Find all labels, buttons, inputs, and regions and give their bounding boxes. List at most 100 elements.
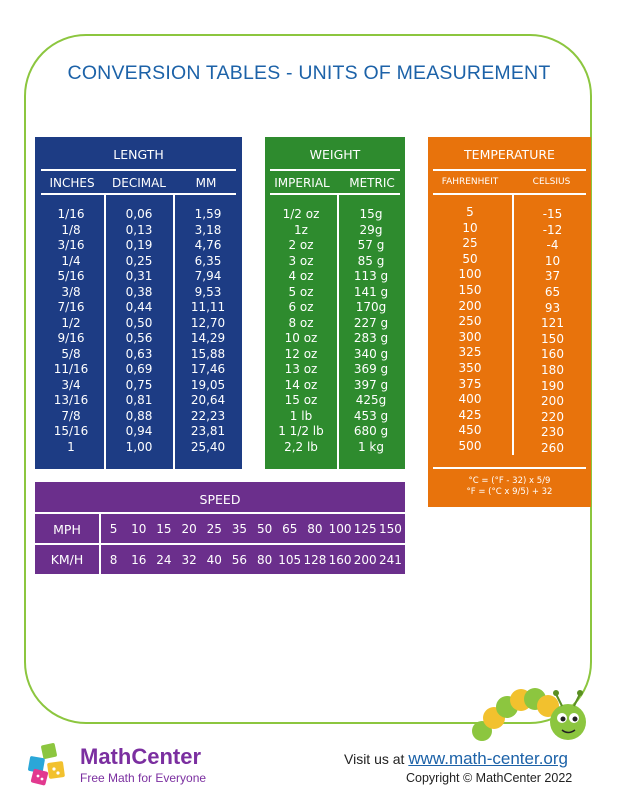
- weight-metric-cell: 113 g: [353, 269, 389, 283]
- temperature-header-fahrenheit: FAHRENHEIT: [441, 177, 499, 187]
- length-mm-cell: 6,35: [194, 253, 222, 268]
- speed-kmh-cell: 16: [131, 553, 147, 567]
- divider: [433, 467, 586, 469]
- weight-table: WEIGHT IMPERIAL METRIC 1/2 oz 1z 2 oz 3 oz 4…: [265, 137, 405, 469]
- length-mm-cell: 20,64: [190, 393, 226, 407]
- temperature-fahrenheit-column: 5 10 25 50 100 150 200 250 300 325 350 375 400 425 450…: [428, 205, 512, 455]
- weight-title: WEIGHT: [309, 147, 361, 162]
- weight-imperial-cell: 2,2 lb: [284, 439, 318, 454]
- weight-metric-cell: 425g: [355, 393, 387, 407]
- temperature-fahrenheit-cell: 350: [458, 360, 482, 375]
- divider: [433, 193, 586, 195]
- divider: [35, 512, 405, 514]
- speed-kmh-label: KM/H: [50, 552, 84, 567]
- speed-mph-cell: 150: [378, 522, 402, 536]
- length-inches-cell: 1/16: [57, 207, 85, 221]
- temperature-fahrenheit-cell: 450: [458, 423, 482, 438]
- visit-line: Visit us at www.math-center.org: [344, 749, 568, 769]
- temperature-celsius-cell: -4: [546, 238, 559, 253]
- weight-imperial-cell: 12 oz: [284, 346, 318, 361]
- weight-metric-cell: 680 g: [353, 424, 389, 438]
- length-decimal-cell: 1,00: [125, 439, 153, 454]
- length-mm-cell: 9,53: [194, 284, 222, 299]
- temperature-fahrenheit-cell: 25: [462, 236, 478, 251]
- length-inches-cell: 3/8: [61, 284, 81, 299]
- speed-kmh-cell: 80: [256, 553, 273, 567]
- weight-imperial-cell: 1/2 oz: [282, 207, 320, 221]
- speed-kmh-cell: 160: [328, 553, 352, 567]
- weight-metric-cell: 85 g: [357, 253, 385, 268]
- brand-name: MathCenter: [80, 744, 202, 769]
- length-decimal-cell: 0,69: [125, 362, 153, 376]
- temperature-celsius-cell: 180: [541, 362, 564, 377]
- weight-imperial-cell: 5 oz: [288, 284, 314, 299]
- temperature-fahrenheit-cell: 250: [458, 314, 482, 329]
- temperature-fahrenheit-cell: 375: [458, 376, 482, 391]
- temperature-celsius-cell: 220: [541, 409, 564, 424]
- length-mm-cell: 17,46: [190, 362, 226, 376]
- temperature-celsius-cell: 160: [541, 347, 564, 362]
- weight-imperial-cell: 10 oz: [284, 331, 318, 345]
- length-mm-cell: 14,29: [190, 331, 226, 345]
- speed-kmh-cell: 128: [303, 553, 327, 567]
- length-mm-cell: 7,94: [194, 269, 222, 283]
- length-decimal-cell: 0,50: [125, 315, 153, 330]
- temperature-celsius-cell: 37: [544, 269, 561, 284]
- speed-mph-cell: 35: [231, 522, 248, 536]
- weight-imperial-cell: 6 oz: [288, 300, 314, 314]
- length-decimal-cell: 0,31: [125, 269, 153, 283]
- speed-mph-cell: 50: [256, 522, 273, 536]
- length-mm-cell: 25,40: [190, 439, 226, 454]
- length-mm-cell: 12,70: [190, 315, 226, 330]
- length-decimal-cell: 0,56: [125, 331, 153, 345]
- temperature-celsius-cell: 260: [541, 440, 564, 455]
- mathcenter-logo-icon: [28, 743, 65, 786]
- temperature-celsius-cell: 65: [544, 284, 561, 299]
- length-mm-cell: 19,05: [190, 377, 226, 392]
- weight-metric-cell: 283 g: [353, 331, 389, 345]
- length-mm-cell: 22,23: [190, 408, 226, 423]
- speed-mph-cell: 65: [282, 522, 298, 536]
- length-header-inches: INCHES: [49, 176, 95, 190]
- speed-kmh-cell: 56: [231, 553, 248, 567]
- speed-table: SPEED MPH KM/H 5 10 15 20 25 35 50 65 80 100 125 15…: [35, 482, 405, 574]
- temperature-fahrenheit-cell: 300: [458, 329, 482, 344]
- weight-metric-cell: 340 g: [353, 346, 389, 361]
- weight-imperial-cell: 1z: [294, 222, 308, 237]
- temperature-fahrenheit-cell: 500: [458, 438, 482, 453]
- length-title: LENGTH: [113, 147, 164, 162]
- length-inches-cell: 1/4: [61, 253, 81, 268]
- website-link[interactable]: www.math-center.org: [408, 749, 569, 768]
- brand-tagline: Free Math for Everyone: [80, 771, 207, 785]
- length-decimal-cell: 0,88: [125, 408, 153, 423]
- speed-kmh-cell: 200: [353, 553, 377, 567]
- copyright: Copyright © MathCenter 2022: [406, 771, 573, 785]
- speed-mph-cell: 80: [307, 522, 323, 536]
- length-inches-cell: 11/16: [53, 362, 89, 376]
- temperature-celsius-cell: -12: [542, 222, 563, 237]
- weight-metric-cell: 397 g: [353, 377, 389, 392]
- length-mm-cell: 3,18: [194, 222, 222, 237]
- temperature-celsius-cell: 230: [541, 425, 564, 440]
- speed-title: SPEED: [199, 492, 241, 507]
- divider: [173, 193, 175, 469]
- divider: [35, 543, 405, 545]
- divider: [41, 169, 236, 171]
- temperature-fahrenheit-cell: 200: [458, 298, 482, 313]
- divider: [41, 193, 236, 195]
- divider: [99, 512, 101, 574]
- caterpillar-mascot-icon: [472, 688, 592, 752]
- weight-header-imperial: IMPERIAL: [274, 176, 330, 190]
- weight-imperial-cell: 4 oz: [288, 269, 314, 283]
- length-table: LENGTH INCHES DECIMAL MM 1/16 1/8 3/16 1/4 5…: [35, 137, 242, 469]
- temperature-fahrenheit-cell: 150: [458, 282, 482, 297]
- temperature-celsius-cell: 200: [541, 394, 564, 409]
- length-decimal-cell: 0,38: [125, 284, 153, 299]
- length-decimal-cell: 0,44: [125, 300, 153, 314]
- length-inches-cell: 3/16: [57, 238, 85, 252]
- speed-kmh-cell: 40: [206, 553, 222, 567]
- length-mm-cell: 15,88: [190, 346, 226, 361]
- length-mm-cell: 1,59: [194, 207, 222, 221]
- speed-mph-label: MPH: [53, 522, 81, 537]
- formula-celsius: °C = (°F - 32) x 5/9: [468, 476, 551, 486]
